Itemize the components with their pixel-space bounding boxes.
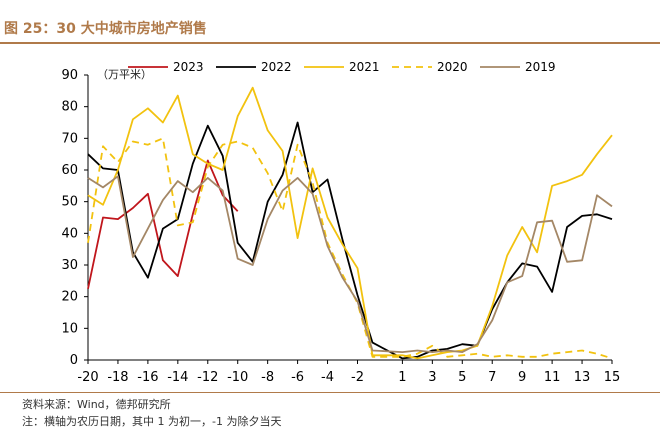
legend-label-2023: 2023	[173, 60, 204, 74]
series-line-2020	[87, 137, 613, 360]
y-tick-label: 70	[61, 131, 78, 146]
x-tick-label: 13	[574, 370, 591, 385]
chart-legend: 2023 2022 2021 2020 2019	[128, 60, 556, 74]
x-tick-label: -6	[291, 370, 304, 385]
footer-divider	[0, 392, 660, 393]
y-tick-label: 10	[61, 321, 78, 336]
legend-label-2021: 2021	[349, 60, 380, 74]
series-line-2022	[87, 121, 613, 360]
y-tick-label: 20	[61, 290, 78, 305]
source-note: 资料来源：Wind，德邦研究所	[22, 398, 171, 411]
chart-series-lines	[87, 86, 613, 360]
x-tick-label: -8	[261, 370, 274, 385]
y-axis-unit-label: （万平米）	[97, 68, 152, 81]
x-tick-label: -14	[167, 370, 188, 385]
x-tick-label: 9	[518, 370, 526, 385]
y-tick-label: 60	[61, 163, 78, 178]
x-tick-label: -10	[227, 370, 248, 385]
line-chart: 0 10 20 30 40 50 60 70 80 90 -20 -18 -16 -14 -12 -10 -8 -…	[61, 60, 620, 385]
legend-label-2019: 2019	[525, 60, 556, 74]
y-tick-label: 90	[61, 68, 78, 83]
y-tick-label: 80	[61, 100, 78, 115]
y-tick-label: 50	[61, 195, 78, 210]
x-tick-label: -4	[321, 370, 334, 385]
axis-note: 注：横轴为农历日期，其中 1 为初一，-1 为除夕当天	[22, 415, 282, 428]
legend-label-2020: 2020	[437, 60, 468, 74]
legend-label-2022: 2022	[261, 60, 292, 74]
x-tick-label: 7	[488, 370, 496, 385]
x-tick-label: 3	[428, 370, 436, 385]
series-line-2019	[87, 175, 613, 354]
series-line-2021	[87, 86, 613, 360]
x-tick-label: 15	[604, 370, 621, 385]
x-tick-label: -18	[107, 370, 128, 385]
x-tick-label: 5	[458, 370, 466, 385]
series-line-2023	[87, 159, 239, 289]
y-tick-label: 30	[61, 258, 78, 273]
y-tick-label: 0	[70, 353, 78, 368]
x-tick-label: 11	[544, 370, 561, 385]
figure-title: 图 25：30 大中城市房地产销售	[4, 21, 207, 37]
y-tick-label: 40	[61, 226, 78, 241]
x-tick-label: -20	[77, 370, 98, 385]
x-tick-label: -16	[137, 370, 158, 385]
title-divider	[0, 42, 660, 44]
x-tick-label: -2	[351, 370, 364, 385]
chart-axes: 0 10 20 30 40 50 60 70 80 90 -20 -18 -16 -14 -12 -10 -8 -…	[61, 68, 620, 385]
x-tick-label: 1	[398, 370, 406, 385]
x-tick-label: -12	[197, 370, 218, 385]
